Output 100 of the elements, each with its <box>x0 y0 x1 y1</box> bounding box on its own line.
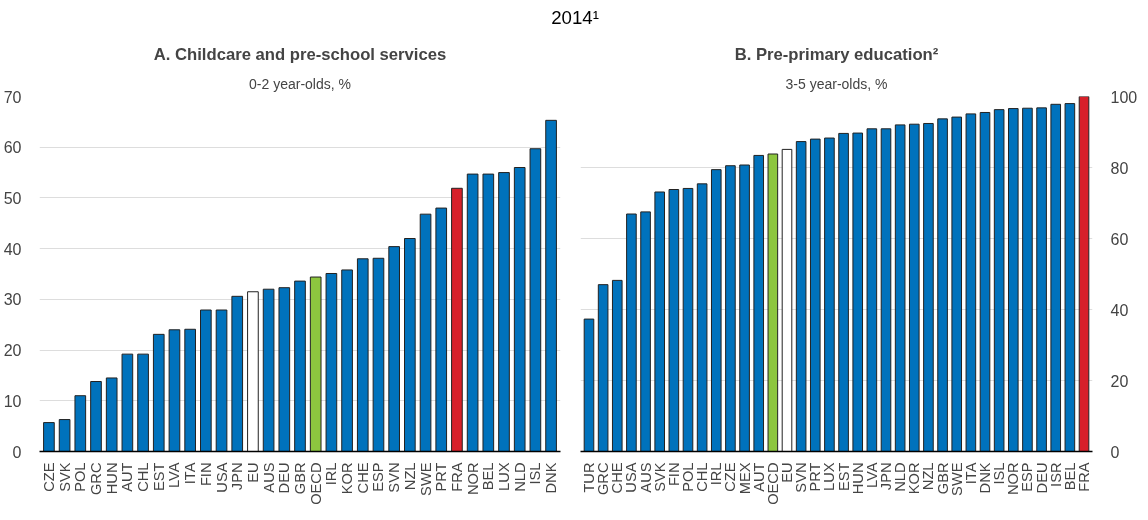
bar <box>215 309 228 452</box>
bar <box>1050 103 1062 452</box>
x-tick-label: CHE <box>609 461 626 494</box>
x-tick-label: NOR <box>1005 462 1022 495</box>
bar <box>710 168 722 452</box>
bar <box>231 295 244 452</box>
bar <box>43 421 55 452</box>
x-tick-label: FIN <box>665 462 682 486</box>
bar <box>951 116 963 452</box>
bar <box>529 147 542 452</box>
bar <box>781 148 793 452</box>
bar <box>611 279 623 452</box>
x-tick-label: NLD <box>511 462 528 492</box>
y-tick-label: 50 <box>3 189 22 207</box>
bar <box>965 113 977 452</box>
y2-tick-label: 100 <box>1110 88 1138 106</box>
x-tick-label: BEL <box>1061 462 1078 490</box>
bar <box>809 138 821 452</box>
bar <box>654 191 666 452</box>
x-tick-label: SWE <box>948 461 965 496</box>
bar <box>137 353 149 452</box>
x-tick-label: PRT <box>807 462 824 492</box>
x-tick-label: JPN <box>878 462 894 490</box>
y-tick-label: 20 <box>3 341 22 359</box>
bar <box>545 119 557 452</box>
bar <box>640 211 651 452</box>
bar <box>388 245 400 452</box>
bar <box>419 213 432 452</box>
bar <box>1078 96 1090 452</box>
bar <box>309 276 322 452</box>
bar <box>937 118 948 452</box>
x-tick-label: AUT <box>750 462 767 492</box>
chart-title: A. Childcare and pre-school services <box>153 44 447 64</box>
x-tick-label: FIN <box>197 462 214 486</box>
bar <box>278 286 291 452</box>
bar <box>824 137 835 452</box>
x-tick-label: MEX <box>736 461 753 494</box>
x-tick-label: NZL <box>920 462 937 490</box>
chart-subtitle: 3-5 year-olds, % <box>785 75 888 92</box>
y-tick-label: 0 <box>12 443 22 461</box>
x-tick-label: LUX <box>496 461 513 491</box>
bar <box>682 187 694 452</box>
bar <box>74 394 87 452</box>
x-tick-label: IRL <box>708 462 725 485</box>
y2-tick-label: 0 <box>1110 443 1120 461</box>
bar <box>597 283 609 452</box>
x-tick-label: CHL <box>135 462 152 492</box>
x-tick-label: DEU <box>1033 462 1050 494</box>
x-tick-label: SVK <box>56 461 73 492</box>
bar <box>795 140 807 452</box>
x-tick-label: SVN <box>386 462 403 493</box>
x-tick-label: PRT <box>433 462 450 492</box>
bar <box>979 111 991 452</box>
bar <box>626 213 637 452</box>
x-tick-label: LVA <box>863 461 880 488</box>
x-tick-label: FRA <box>448 461 465 492</box>
bar <box>908 123 920 452</box>
y-tick-label: 70 <box>3 88 22 106</box>
x-tick-label: CHL <box>694 462 711 492</box>
chart-subtitle: 0-2 year-olds, % <box>249 75 351 92</box>
x-tick-label: ITA <box>182 461 199 484</box>
x-tick-label: TUR <box>580 462 597 493</box>
y2-tick-label: 80 <box>1110 159 1129 177</box>
bar <box>498 171 510 452</box>
x-tick-label: CZE <box>40 461 57 492</box>
x-tick-label: AUT <box>119 462 136 492</box>
bar <box>725 164 736 452</box>
x-tick-label: NZL <box>401 462 418 490</box>
bar <box>356 257 369 452</box>
bar <box>482 173 495 452</box>
bar <box>583 318 595 452</box>
bar <box>838 132 849 452</box>
bar <box>184 328 196 452</box>
bar <box>513 166 526 452</box>
x-tick-label: POL <box>72 462 89 492</box>
y2-tick-label: 20 <box>1110 372 1129 390</box>
x-tick-label: POL <box>679 462 696 492</box>
x-tick-label: AUS <box>637 461 654 493</box>
x-tick-label: IRL <box>323 462 340 485</box>
bar <box>168 328 181 452</box>
bar <box>58 418 71 452</box>
bar <box>404 237 416 452</box>
x-tick-label: HUN <box>103 462 120 494</box>
x-tick-label: EU <box>779 462 795 483</box>
x-tick-label: OECD <box>307 462 324 505</box>
bar <box>435 207 448 452</box>
x-tick-label: ESP <box>370 462 387 492</box>
bar <box>451 187 463 452</box>
x-tick-label: LVA <box>166 461 183 488</box>
x-tick-label: CZE <box>722 461 739 492</box>
x-tick-label: EU <box>244 462 261 483</box>
x-tick-label: EST <box>835 462 852 491</box>
text: 2014¹ <box>551 6 599 30</box>
bar <box>696 183 708 452</box>
bar <box>325 272 338 452</box>
x-tick-label: USA <box>213 461 230 493</box>
bar <box>466 173 479 452</box>
bar <box>852 132 864 452</box>
bar <box>341 269 353 452</box>
x-tick-label: DNK <box>977 461 994 494</box>
